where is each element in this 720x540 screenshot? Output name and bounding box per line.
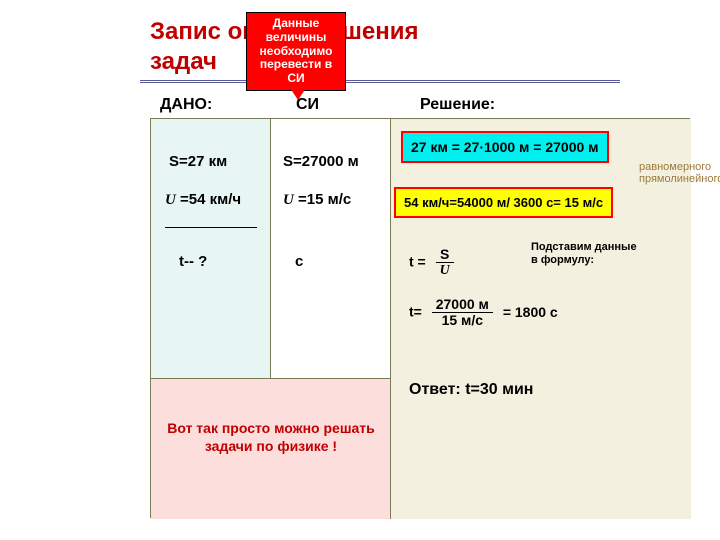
- given-v-value: =54 км/ч: [180, 191, 241, 208]
- conversion-54kmh: 54 км/ч=54000 м/ 3600 с= 15 м/с: [394, 187, 613, 218]
- given-s: S=27 км: [169, 153, 227, 170]
- formula-t-eq: t =: [409, 254, 426, 270]
- si-header: СИ: [296, 96, 319, 114]
- given-column: S=27 км U =54 км/ч t-- ?: [151, 119, 271, 379]
- simple-message: Вот так просто можно решать задачи по фи…: [151, 419, 391, 455]
- calc-eq: t=: [409, 304, 422, 320]
- given-v-symbol: U: [165, 192, 176, 208]
- calc-den: 15 м/с: [432, 313, 493, 328]
- callout-si-note: Данные величины необходимо перевести в С…: [246, 12, 346, 91]
- si-v-value: =15 м/с: [298, 191, 351, 208]
- answer-text: Ответ: t=30 мин: [409, 381, 533, 399]
- conversion-27km: 27 км = 27·1000 м = 27000 м: [401, 131, 609, 163]
- calc-num: 27000 м: [432, 297, 493, 313]
- formula-t-den: U: [436, 263, 454, 278]
- formula-t-num: S: [436, 247, 454, 263]
- si-t-unit: с: [295, 253, 303, 270]
- substitute-note: Подставим данные в формулу:: [531, 241, 641, 267]
- bottom-message-cell: Вот так просто можно решать задачи по фи…: [151, 379, 391, 519]
- si-column: S=27000 м U =15 м/с с: [271, 119, 391, 379]
- obscured-text: равномерного прямолинейного: [639, 161, 720, 185]
- given-t: t-- ?: [179, 253, 207, 270]
- page-title-line2: задач: [150, 48, 217, 76]
- solution-header: Решение:: [420, 96, 495, 114]
- formula-t: t = S U: [409, 247, 454, 279]
- title-underline: [140, 80, 620, 83]
- given-divider: [165, 227, 257, 228]
- main-table: S=27 км U =54 км/ч t-- ? S=27000 м U =15…: [150, 118, 690, 518]
- given-v: U =54 км/ч: [165, 191, 241, 209]
- si-s: S=27000 м: [283, 153, 359, 170]
- calc-result: = 1800 с: [503, 304, 558, 320]
- formula-calc: t= 27000 м 15 м/с = 1800 с: [409, 297, 558, 329]
- given-header: ДАНО:: [160, 96, 212, 114]
- si-v: U =15 м/с: [283, 191, 351, 209]
- si-v-symbol: U: [283, 192, 294, 208]
- solution-column: равномерного прямолинейного t = S U Подс…: [391, 119, 691, 519]
